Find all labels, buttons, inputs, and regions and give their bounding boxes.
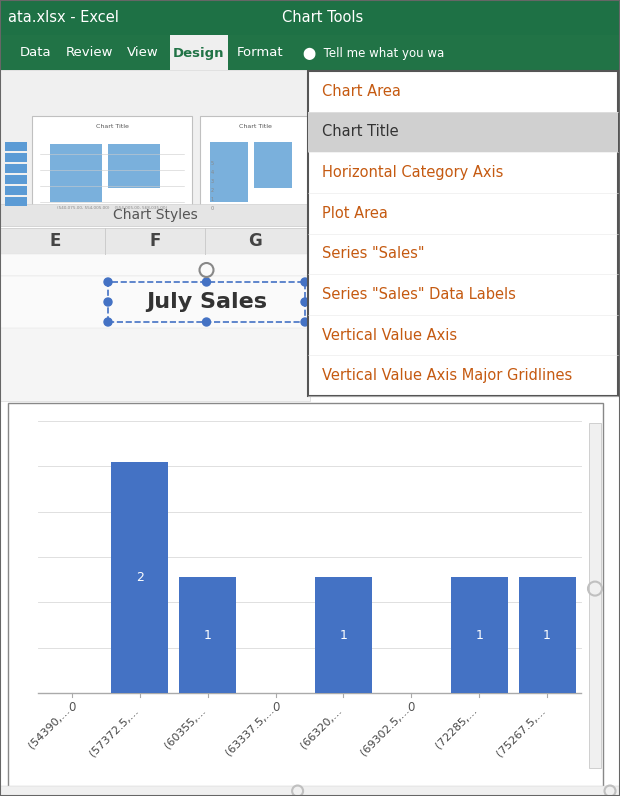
Text: Chart Styles: Chart Styles [113,208,197,222]
Bar [210,142,248,202]
Bar [589,423,601,768]
Text: 0: 0 [272,701,279,714]
Text: 2: 2 [136,571,144,584]
Text: Series "Sales" Data Labels: Series "Sales" Data Labels [322,287,516,302]
Bar [0,70,620,226]
Bar [112,462,168,693]
Bar [308,71,618,396]
Bar [32,116,192,216]
Text: Chart Title: Chart Title [95,124,128,129]
Circle shape [301,298,309,306]
Bar [451,577,508,693]
Circle shape [104,298,112,306]
Text: Chart Title: Chart Title [322,124,399,139]
Bar [179,577,236,693]
Text: Format: Format [237,46,284,60]
Text: Horizontal Category Axis: Horizontal Category Axis [322,165,503,180]
Text: 0: 0 [407,701,415,714]
Bar [0,0,620,35]
Bar [0,254,310,276]
Text: Chart Area: Chart Area [322,84,401,99]
Text: ⬤  Tell me what you wa: ⬤ Tell me what you wa [303,46,445,60]
Text: Chart Tools: Chart Tools [281,10,363,25]
Bar [5,175,27,184]
Text: (540,075.00, 554,005.00)    (554,005.00, 568,035.00): (540,075.00, 554,005.00) (554,005.00, 56… [57,206,167,210]
Text: ata.xlsx - Excel: ata.xlsx - Excel [8,10,119,25]
Bar [108,282,305,322]
Bar [0,228,310,401]
Bar [5,186,27,195]
Text: (63337.5,...: (63337.5,... [223,705,275,758]
Bar [518,577,575,693]
Text: Vertical Value Axis Major Gridlines: Vertical Value Axis Major Gridlines [322,369,572,383]
Bar [8,403,603,788]
Circle shape [203,278,211,286]
Text: 1: 1 [476,629,483,642]
Circle shape [301,318,309,326]
Text: Review: Review [66,46,113,60]
Text: Vertical Value Axis: Vertical Value Axis [322,328,457,342]
Circle shape [301,278,309,286]
Bar [0,276,310,328]
Bar [5,197,27,206]
Bar [254,142,292,188]
Text: (69302.5,...: (69302.5,... [358,705,411,758]
Text: Series "Sales": Series "Sales" [322,246,425,261]
Text: 5
4
3
2
1
0: 5 4 3 2 1 0 [211,161,214,211]
Text: (75267.5,...: (75267.5,... [494,705,547,758]
Bar [50,144,102,202]
Text: (60355,...: (60355,... [162,705,208,750]
Bar [0,35,620,70]
Text: (57372.5,...: (57372.5,... [87,705,140,758]
Text: Chart Title: Chart Title [239,124,272,129]
Bar [170,35,228,70]
Text: (54390,...: (54390,... [27,705,72,751]
Text: July Sales: July Sales [146,292,267,312]
Bar [0,228,310,254]
Text: 1: 1 [543,629,551,642]
Circle shape [104,278,112,286]
Text: Plot Area: Plot Area [322,205,388,220]
Text: F: F [149,232,161,250]
Text: View: View [127,46,159,60]
Bar [5,164,27,173]
Text: Design: Design [173,46,224,60]
Text: (72285,...: (72285,... [434,705,479,751]
Circle shape [203,318,211,326]
Text: (66320,...: (66320,... [298,705,343,750]
Text: G: G [248,232,262,250]
Bar [200,116,310,216]
Text: E: E [50,232,61,250]
Text: Data: Data [20,46,52,60]
Bar [0,786,620,796]
Bar [108,144,160,188]
Bar [5,142,27,151]
Bar [5,153,27,162]
Bar [315,577,372,693]
Bar [308,111,618,152]
Text: 0: 0 [68,701,76,714]
Circle shape [104,318,112,326]
Text: 1: 1 [204,629,211,642]
Bar [0,204,310,226]
Text: 1: 1 [340,629,347,642]
